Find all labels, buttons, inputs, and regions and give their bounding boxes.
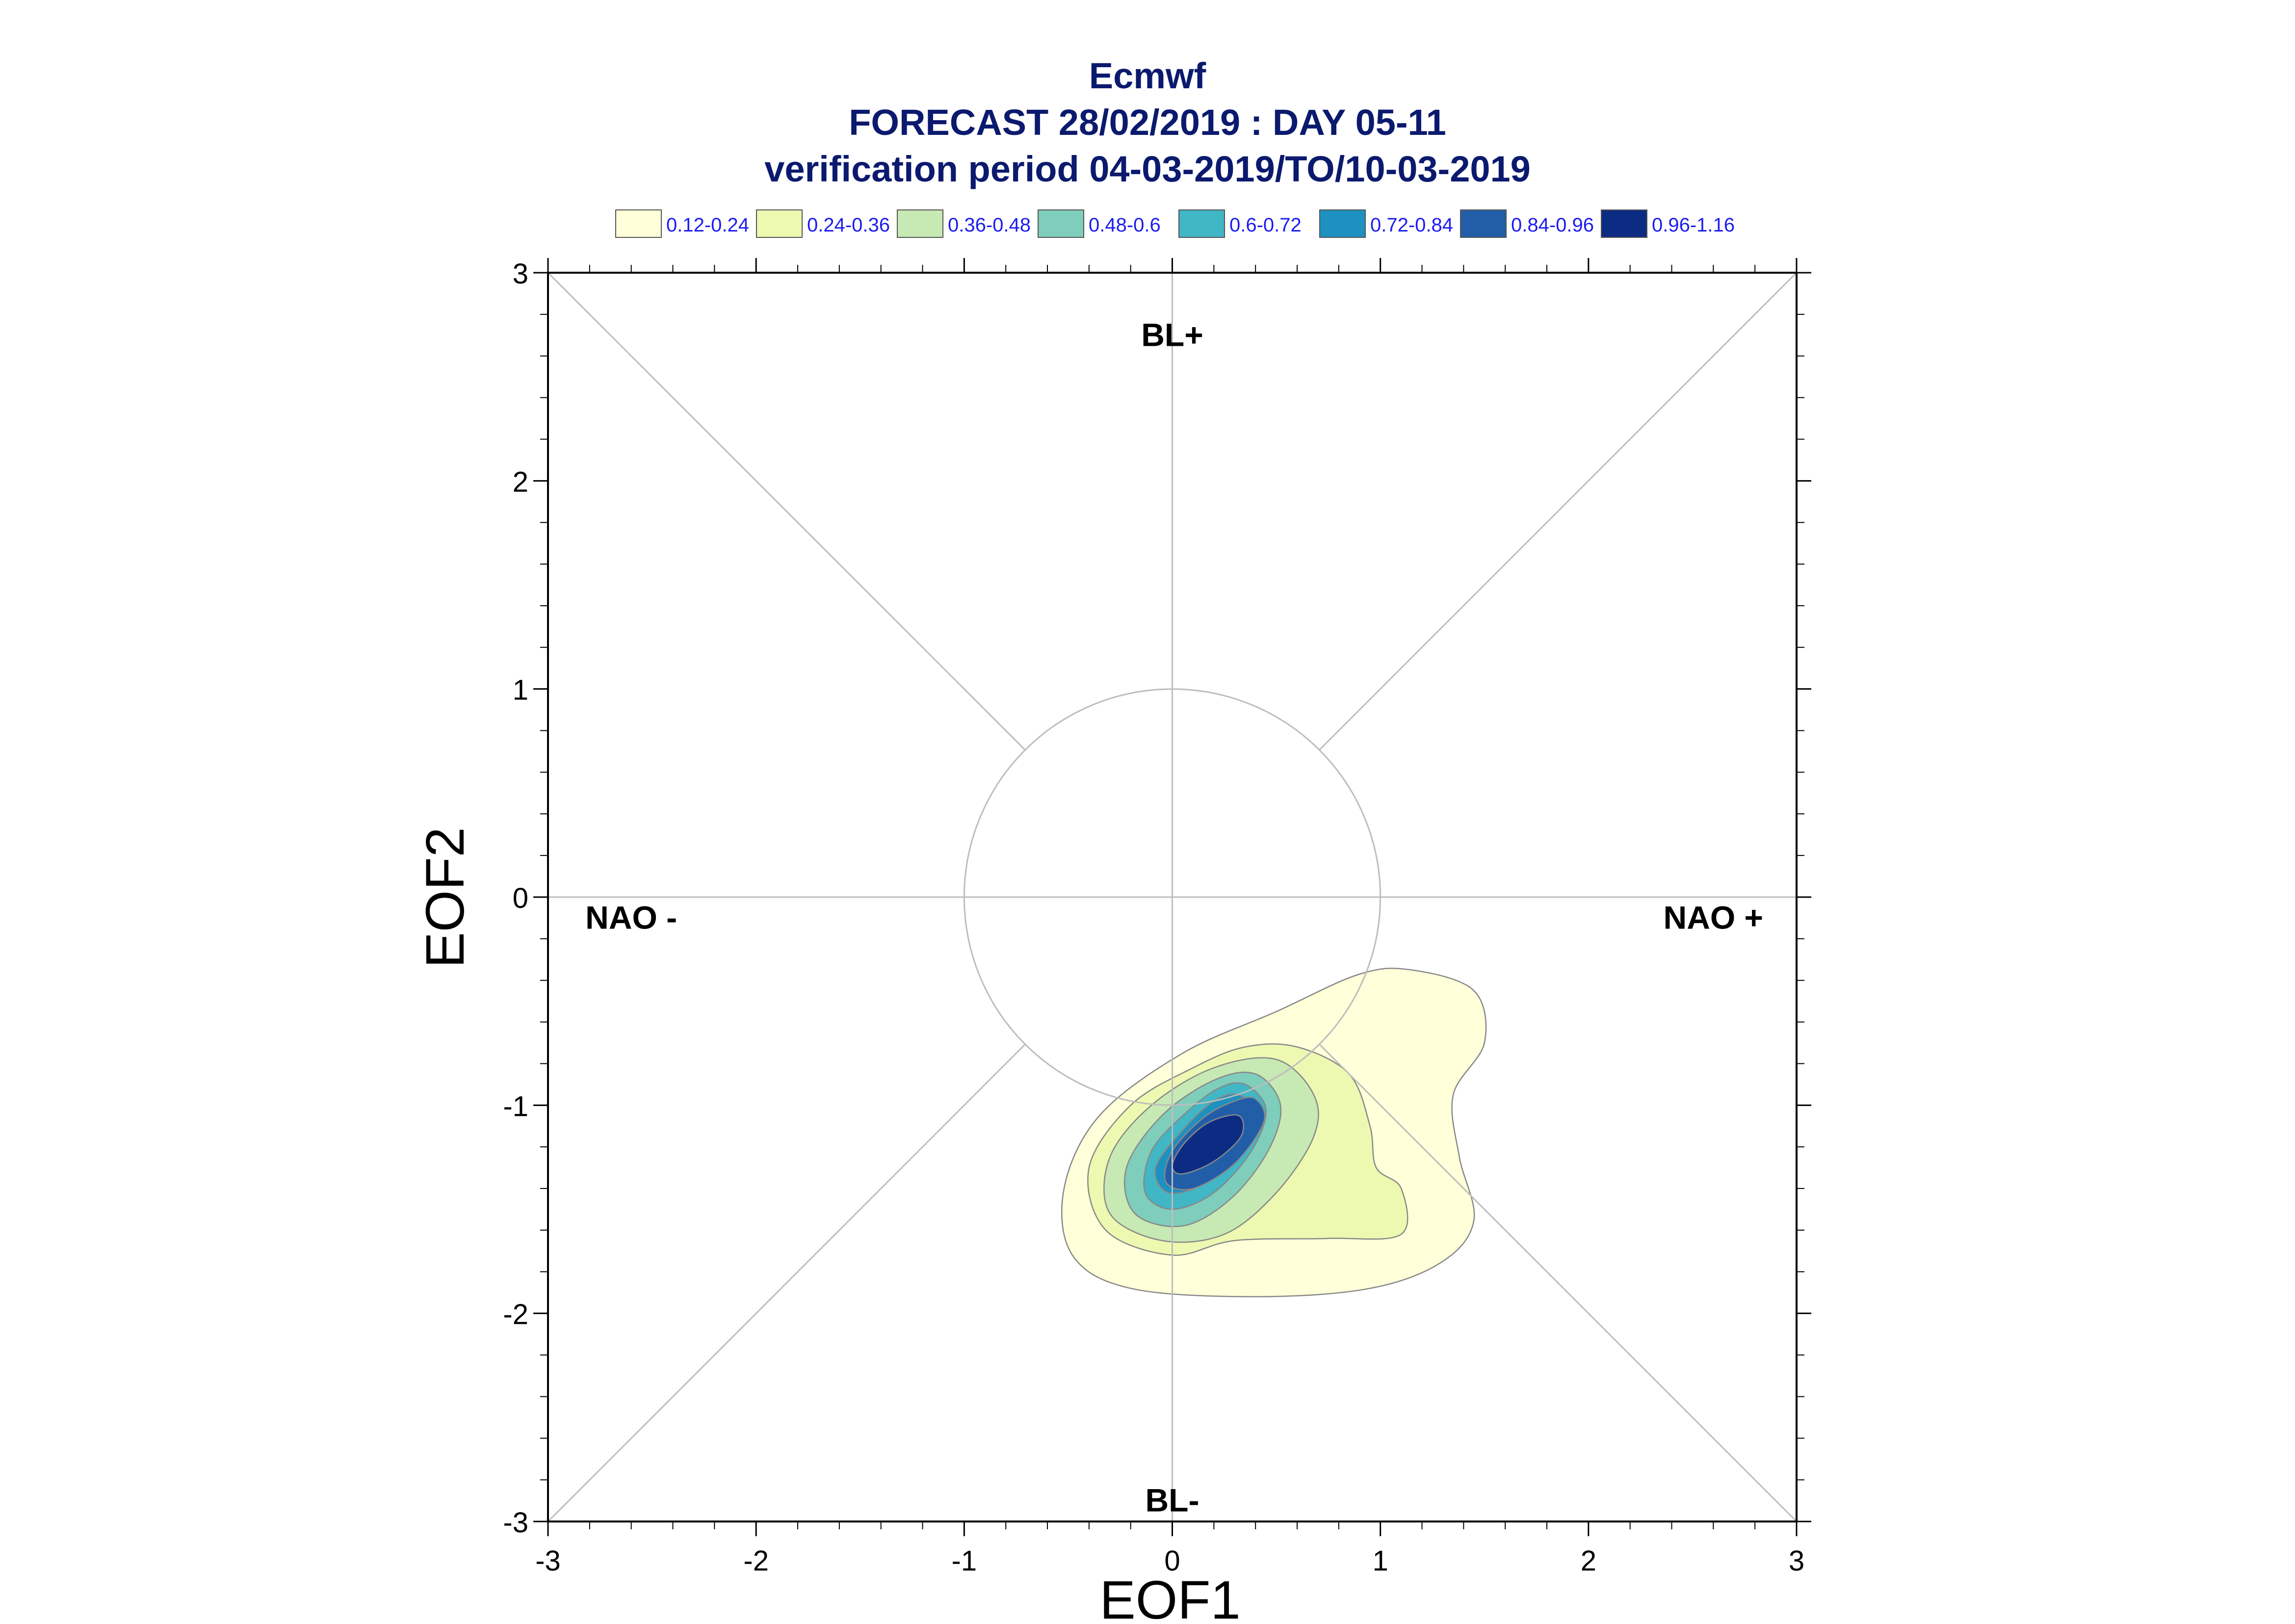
chart-title-line-2: FORECAST 28/02/2019 : DAY 05-11: [849, 102, 1446, 143]
y-tick-label-5: 2: [513, 466, 528, 498]
legend-swatch-4: [1178, 209, 1225, 238]
chart-title-line-3: verification period 04-03-2019/TO/10-03-…: [764, 149, 1531, 189]
legend-swatch-5: [1319, 209, 1366, 238]
legend-label-7: 0.96-1.16: [1652, 214, 1735, 236]
legend-swatch-7: [1601, 209, 1647, 238]
y-tick-label-4: 1: [513, 674, 528, 706]
legend-swatch-3: [1038, 209, 1084, 238]
regime-label-0: BL+: [1141, 316, 1203, 353]
diagonal-guide-se: [1319, 1043, 1798, 1522]
regime-label-3: NAO +: [1664, 899, 1764, 935]
y-tick-label-3: 0: [513, 882, 528, 914]
legend-label-5: 0.72-0.84: [1370, 214, 1453, 236]
guide-lines: [547, 272, 1798, 1522]
chart-title-block: Ecmwf FORECAST 28/02/2019 : DAY 05-11 ve…: [764, 55, 1531, 189]
y-tick-label-2: -1: [503, 1090, 528, 1122]
legend-label-6: 0.84-0.96: [1511, 214, 1594, 236]
legend-label-1: 0.24-0.36: [807, 214, 890, 236]
legend-label-2: 0.36-0.48: [948, 214, 1031, 236]
legend-label-4: 0.6-0.72: [1229, 214, 1302, 236]
chart-title-line-1: Ecmwf: [1089, 55, 1206, 96]
legend-swatch-6: [1460, 209, 1507, 238]
x-tick-label-2: -1: [952, 1545, 977, 1577]
x-tick-label-5: 2: [1581, 1545, 1596, 1577]
x-tick-label-6: 3: [1789, 1545, 1804, 1577]
x-axis-title: EOF1: [1099, 1570, 1240, 1624]
y-axis-title: EOF2: [415, 827, 475, 968]
x-tick-label-3: 0: [1164, 1545, 1180, 1577]
legend-swatch-0: [615, 209, 662, 238]
x-tick-label-4: 1: [1373, 1545, 1388, 1577]
axis-ticks: -3 -2 -1 0 1 2 3 -3 -2 -1 0 1 2 3: [503, 258, 1811, 1577]
color-legend: 0.12-0.24 0.24-0.36 0.36-0.48 0.48-0.6 0.6-0…: [615, 209, 1735, 238]
density-contour-7: [1172, 1114, 1244, 1175]
y-tick-label-1: -2: [503, 1299, 528, 1331]
plot-area: -3 -2 -1 0 1 2 3 -3 -2 -1 0 1 2 3 BL+ BL- NAO - NAO +: [503, 258, 1811, 1577]
legend-swatch-1: [756, 209, 803, 238]
diagonal-guide-ne: [1319, 272, 1798, 751]
y-tick-label-6: 3: [513, 258, 528, 290]
legend-swatch-2: [897, 209, 943, 238]
legend-label-3: 0.48-0.6: [1089, 214, 1161, 236]
diagonal-guide-nw: [547, 272, 1026, 751]
regime-label-2: NAO -: [585, 899, 677, 935]
y-tick-label-0: -3: [503, 1507, 528, 1539]
regime-label-1: BL-: [1146, 1482, 1200, 1519]
x-tick-label-0: -3: [535, 1545, 561, 1577]
unit-circle: [963, 688, 1382, 1106]
x-tick-label-1: -2: [743, 1545, 769, 1577]
regime-labels: BL+ BL- NAO - NAO +: [585, 316, 1763, 1518]
legend-label-0: 0.12-0.24: [666, 214, 749, 236]
diagonal-guide-sw: [547, 1043, 1026, 1522]
density-contours: [1061, 967, 1487, 1297]
